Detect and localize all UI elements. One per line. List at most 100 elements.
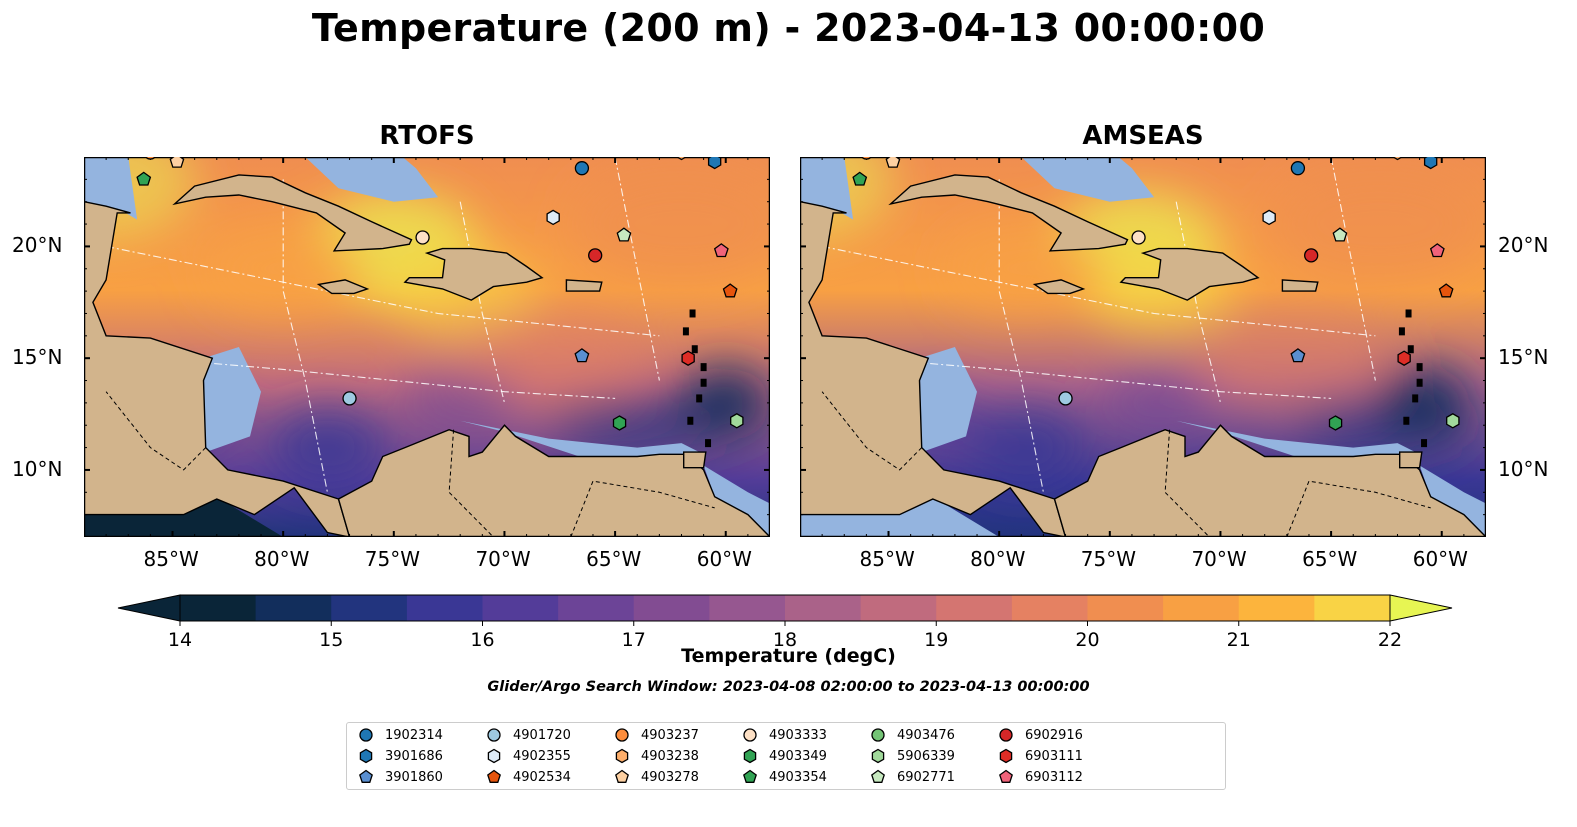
float-marker-4903349[interactable] <box>1328 415 1343 431</box>
float-marker-5906339[interactable] <box>1446 413 1460 429</box>
island <box>689 309 696 318</box>
legend-item-4901720: 4901720 <box>485 725 571 745</box>
land-hispaniola <box>1119 247 1260 301</box>
circle-marker-icon <box>359 728 373 742</box>
island <box>1405 309 1412 318</box>
float-marker-4902534[interactable] <box>722 283 738 298</box>
lon-tick-label: 60°W <box>1412 547 1468 571</box>
legend-label: 3901860 <box>385 769 443 785</box>
float-marker-4903237[interactable] <box>860 157 873 160</box>
float-marker-6903111[interactable] <box>1397 350 1411 366</box>
legend-item-4903278: 4903278 <box>613 767 699 787</box>
float-marker-1902314[interactable] <box>574 161 590 176</box>
float-marker-4902355[interactable] <box>546 209 560 226</box>
temperature-anomaly <box>267 407 388 488</box>
lon-tick-label: 70°W <box>475 547 531 571</box>
temperature-anomaly <box>1191 308 1392 409</box>
float-marker-6903112[interactable] <box>713 243 729 258</box>
float-marker-3901686[interactable] <box>707 157 722 170</box>
float-marker-4902355[interactable] <box>1262 209 1276 226</box>
legend-item-6902771: 6902771 <box>869 767 955 787</box>
lat-tick-label-left: 15°N <box>12 345 63 370</box>
legend-label: 4903238 <box>641 748 699 764</box>
hexagon-marker-icon <box>743 748 757 764</box>
float-marker-3901860[interactable] <box>1290 348 1306 363</box>
float-marker-6902916[interactable] <box>588 248 603 263</box>
search-window-text: Glider/Argo Search Window: 2023-04-08 02… <box>487 679 1090 695</box>
shelf-guiana <box>1419 465 1486 537</box>
pentagon-marker-icon <box>615 769 629 783</box>
colorbar-segment <box>1314 595 1391 621</box>
colorbar-tick-label: 18 <box>773 629 797 650</box>
float-marker-5906339[interactable] <box>730 413 744 429</box>
float-marker-6902916[interactable] <box>1304 248 1319 263</box>
country-border <box>1286 480 1431 537</box>
float-marker-4903354[interactable] <box>852 171 868 186</box>
land-puerto-rico <box>1281 279 1319 292</box>
colorbar-segment <box>255 595 332 621</box>
lon-tick-label: 65°W <box>1302 547 1358 571</box>
lat-tick-label-right: 15°N <box>1498 345 1549 370</box>
colorbar-tick-label: 15 <box>319 629 343 650</box>
legend-item-4903476: 4903476 <box>869 725 955 745</box>
pentagon-marker-icon <box>359 769 373 783</box>
legend-item-5906339: 5906339 <box>869 746 955 766</box>
colorbar-segment <box>936 595 1013 621</box>
lon-tick-label: 75°W <box>1080 547 1137 571</box>
float-marker-4903349[interactable] <box>612 415 627 431</box>
float-marker-4903333[interactable] <box>1131 230 1146 245</box>
shelf-bahamas <box>305 157 439 202</box>
lon-tick-label: 85°W <box>143 547 199 571</box>
panel-title-amseas: AMSEAS <box>1082 121 1204 151</box>
colorbar-segment <box>558 595 635 621</box>
legend-label: 4903354 <box>769 769 827 785</box>
float-marker-3901686[interactable] <box>1423 157 1438 170</box>
float-marker-6902771[interactable] <box>616 227 632 242</box>
colorbar-segment <box>1163 595 1240 621</box>
land-south-america <box>337 424 770 537</box>
float-marker-1902314[interactable] <box>1290 161 1306 176</box>
legend-label: 6903112 <box>1025 769 1083 785</box>
lon-tick-label: 75°W <box>364 547 421 571</box>
colorbar-extend-max <box>1389 594 1453 622</box>
colorbar-segment <box>633 595 710 621</box>
map-amseas[interactable] <box>800 157 1486 537</box>
float-marker-4901720[interactable] <box>342 391 357 406</box>
land-trinidad <box>1399 451 1423 469</box>
circle-marker-icon <box>871 728 885 742</box>
boundary-line <box>1330 157 1376 381</box>
float-marker-3901860[interactable] <box>574 348 590 363</box>
legend-item-4903354: 4903354 <box>741 767 827 787</box>
float-marker-6902771[interactable] <box>1332 227 1348 242</box>
legend-item-4903333: 4903333 <box>741 725 827 745</box>
float-marker-4903278[interactable] <box>169 157 185 168</box>
country-border <box>570 480 715 537</box>
island <box>1416 378 1423 387</box>
float-marker-4901720[interactable] <box>1058 391 1073 406</box>
country-border <box>105 391 207 471</box>
float-marker-4903238[interactable] <box>1391 157 1404 161</box>
float-marker-4903333[interactable] <box>415 230 430 245</box>
legend-item-4903238: 4903238 <box>613 746 699 766</box>
island <box>687 416 694 425</box>
float-marker-4902534[interactable] <box>1438 283 1454 298</box>
float-marker-4903354[interactable] <box>136 171 152 186</box>
legend-item-4902534: 4902534 <box>485 767 571 787</box>
map-rtofs[interactable] <box>84 157 770 537</box>
colorbar-tick-label: 22 <box>1378 629 1402 650</box>
hexagon-marker-icon <box>615 748 629 764</box>
colorbar-tick-label: 16 <box>470 629 494 650</box>
legend-item-1902314: 1902314 <box>357 725 443 745</box>
pentagon-marker-icon <box>743 769 757 783</box>
boundary-line <box>866 357 1332 399</box>
island <box>691 345 698 354</box>
legend-label: 3901686 <box>385 748 443 764</box>
float-marker-4903238[interactable] <box>675 157 688 161</box>
land-hispaniola <box>403 247 544 301</box>
boundary-line <box>150 357 616 399</box>
boundary-line <box>459 201 506 404</box>
float-marker-4903237[interactable] <box>144 157 157 160</box>
float-marker-4903278[interactable] <box>885 157 901 168</box>
float-marker-6903111[interactable] <box>681 350 695 366</box>
float-marker-6903112[interactable] <box>1429 243 1445 258</box>
